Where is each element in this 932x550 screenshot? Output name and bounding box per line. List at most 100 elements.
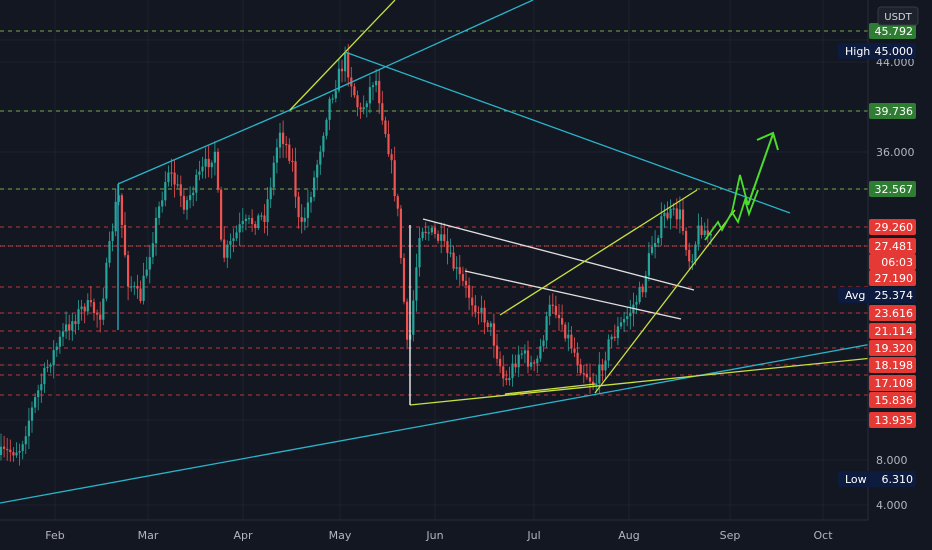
candle: [111, 223, 114, 252]
candle: [46, 359, 49, 373]
candle: [201, 156, 204, 179]
candle: [616, 316, 619, 346]
candle: [282, 120, 285, 158]
candle: [278, 123, 282, 159]
candle: [204, 147, 207, 179]
candle: [52, 340, 55, 379]
candle: [114, 189, 117, 237]
candle: [492, 313, 495, 358]
candle: [663, 204, 666, 229]
candle: [24, 425, 27, 455]
level-lines: [0, 30, 868, 396]
candle: [80, 299, 83, 321]
candle: [455, 256, 458, 280]
time-tick-label: Jul: [526, 529, 540, 542]
candle: [443, 223, 446, 247]
candle: [536, 355, 539, 374]
candle: [523, 344, 526, 364]
price-badge-value: 13.935: [875, 414, 914, 427]
candle: [254, 221, 257, 235]
candle: [573, 337, 576, 357]
upper-white-channel[interactable]: [422, 218, 695, 291]
candle: [198, 160, 201, 181]
candle: [418, 227, 421, 277]
candle: [30, 401, 34, 433]
candle: [300, 204, 303, 234]
candle: [285, 136, 288, 158]
candle: [446, 228, 449, 265]
price-badge-value: 45.000: [875, 45, 914, 58]
candle: [508, 366, 511, 386]
candle: [49, 362, 52, 374]
candle: [647, 242, 650, 282]
price-badge: 27.481: [869, 238, 916, 254]
candle: [71, 313, 74, 341]
candle: [130, 276, 133, 292]
candle: [548, 295, 551, 326]
price-badge-value: 17.108: [875, 377, 914, 390]
time-tick-label: Mar: [138, 529, 159, 542]
candle: [477, 306, 480, 325]
forecast-arrow-head: [756, 131, 779, 151]
candle: [235, 225, 238, 242]
candle: [387, 120, 390, 157]
long-support-trendline[interactable]: [0, 332, 932, 504]
candle: [244, 214, 247, 231]
candle: [474, 295, 477, 318]
price-badges: 45.792 High 45.000 39.736 32.567 29.260 27.481…: [838, 23, 916, 487]
wedge-base[interactable]: [504, 383, 596, 395]
candle: [15, 442, 18, 459]
candle: [650, 235, 654, 256]
candle: [359, 102, 362, 119]
candle: [297, 191, 300, 229]
candle: [102, 287, 105, 326]
candle: [334, 80, 337, 103]
candle: [505, 370, 508, 386]
price-badge-value: 45.792: [875, 25, 914, 38]
candle: [458, 254, 461, 286]
forecast-arrow-shaft: [747, 133, 774, 206]
candle: [579, 358, 582, 376]
descending-resistance-line[interactable]: [344, 51, 791, 214]
lower-white-channel[interactable]: [464, 270, 682, 320]
rising-wedge-upper[interactable]: [499, 189, 698, 316]
candle: [86, 293, 89, 316]
price-tick-label: 36.000: [876, 146, 915, 159]
rising-wedge-lower[interactable]: [594, 209, 736, 394]
candle: [167, 165, 170, 187]
candle: [430, 225, 433, 236]
candle: [148, 244, 151, 284]
candle: [223, 226, 226, 263]
candle: [260, 212, 263, 221]
price-badge: 17.108: [869, 375, 916, 391]
candle: [688, 242, 691, 269]
price-badge-high: High 45.000: [838, 43, 916, 59]
candle: [105, 257, 108, 302]
candle: [437, 230, 440, 244]
candle: [644, 270, 647, 298]
candle: [399, 204, 402, 264]
price-axis[interactable]: 4.000 8.000 36.000 44.000: [867, 0, 915, 520]
candle: [65, 311, 68, 339]
candle: [170, 158, 173, 187]
candle: [595, 374, 598, 393]
candle: [585, 363, 588, 380]
candle: [322, 132, 325, 158]
candle: [368, 75, 371, 114]
lower-yellow-trendline[interactable]: [409, 351, 932, 406]
upper-channel-extension[interactable]: [289, 0, 534, 111]
candle: [396, 193, 399, 217]
candle: [371, 81, 375, 101]
candle: [709, 231, 712, 246]
price-badge: 39.736: [869, 103, 916, 119]
candle: [288, 138, 291, 164]
upper-channel-line[interactable]: [117, 109, 291, 185]
yellow-rising-line[interactable]: [289, 0, 396, 111]
candle: [319, 145, 322, 175]
time-axis[interactable]: Feb Mar Apr May Jun Jul Aug Sep Oct: [0, 519, 868, 542]
forecast-arrow: [704, 131, 779, 241]
candle: [34, 393, 37, 414]
candle: [678, 196, 681, 234]
currency-label[interactable]: USDT: [877, 6, 919, 26]
